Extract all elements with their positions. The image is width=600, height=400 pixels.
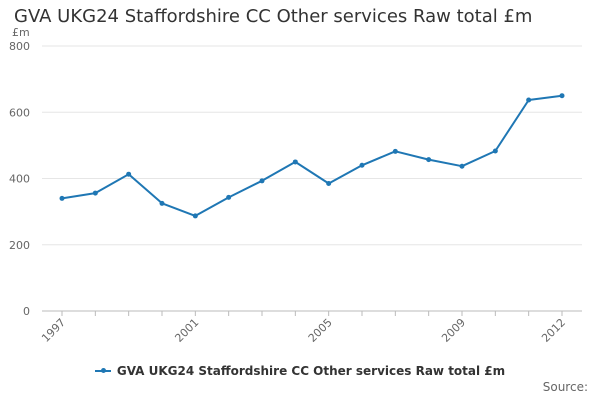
data-point xyxy=(459,163,465,169)
data-point xyxy=(559,93,565,99)
data-point xyxy=(126,171,132,177)
data-point xyxy=(426,157,432,163)
data-point xyxy=(359,162,365,168)
y-tick-label: 400 xyxy=(9,173,30,186)
data-point xyxy=(492,148,498,154)
data-point xyxy=(59,195,65,201)
data-point xyxy=(326,180,332,186)
data-point xyxy=(392,148,398,154)
data-point xyxy=(259,178,265,184)
legend-item[interactable]: GVA UKG24 Staffordshire CC Other service… xyxy=(94,364,506,378)
data-point xyxy=(159,200,165,206)
y-tick-label: 600 xyxy=(9,106,30,119)
data-point xyxy=(226,194,232,200)
series-line xyxy=(61,94,563,217)
data-point xyxy=(92,190,98,196)
y-tick-label: 0 xyxy=(23,305,30,318)
y-axis-unit-label: £m xyxy=(12,26,30,39)
legend: GVA UKG24 Staffordshire CC Other service… xyxy=(0,364,600,378)
x-tick-label: 2005 xyxy=(306,316,335,345)
line-chart: 0 200 400 600 800 1997 2001 2005 2009 2012 xyxy=(9,40,582,345)
chart-title: GVA UKG24 Staffordshire CC Other service… xyxy=(14,6,533,27)
x-tick-label: 1997 xyxy=(39,316,68,345)
data-point xyxy=(292,159,298,165)
legend-swatch-icon xyxy=(94,368,111,373)
legend-label: GVA UKG24 Staffordshire CC Other service… xyxy=(116,364,506,378)
x-tick-label: 2001 xyxy=(172,316,201,345)
data-point xyxy=(192,213,198,219)
source-label: Source: xyxy=(542,380,588,394)
y-tick-label: 800 xyxy=(9,40,30,53)
y-tick-label: 200 xyxy=(9,239,30,252)
x-tick-label: 2012 xyxy=(539,316,568,345)
data-point xyxy=(526,97,532,103)
x-tick-label: 2009 xyxy=(439,316,468,345)
